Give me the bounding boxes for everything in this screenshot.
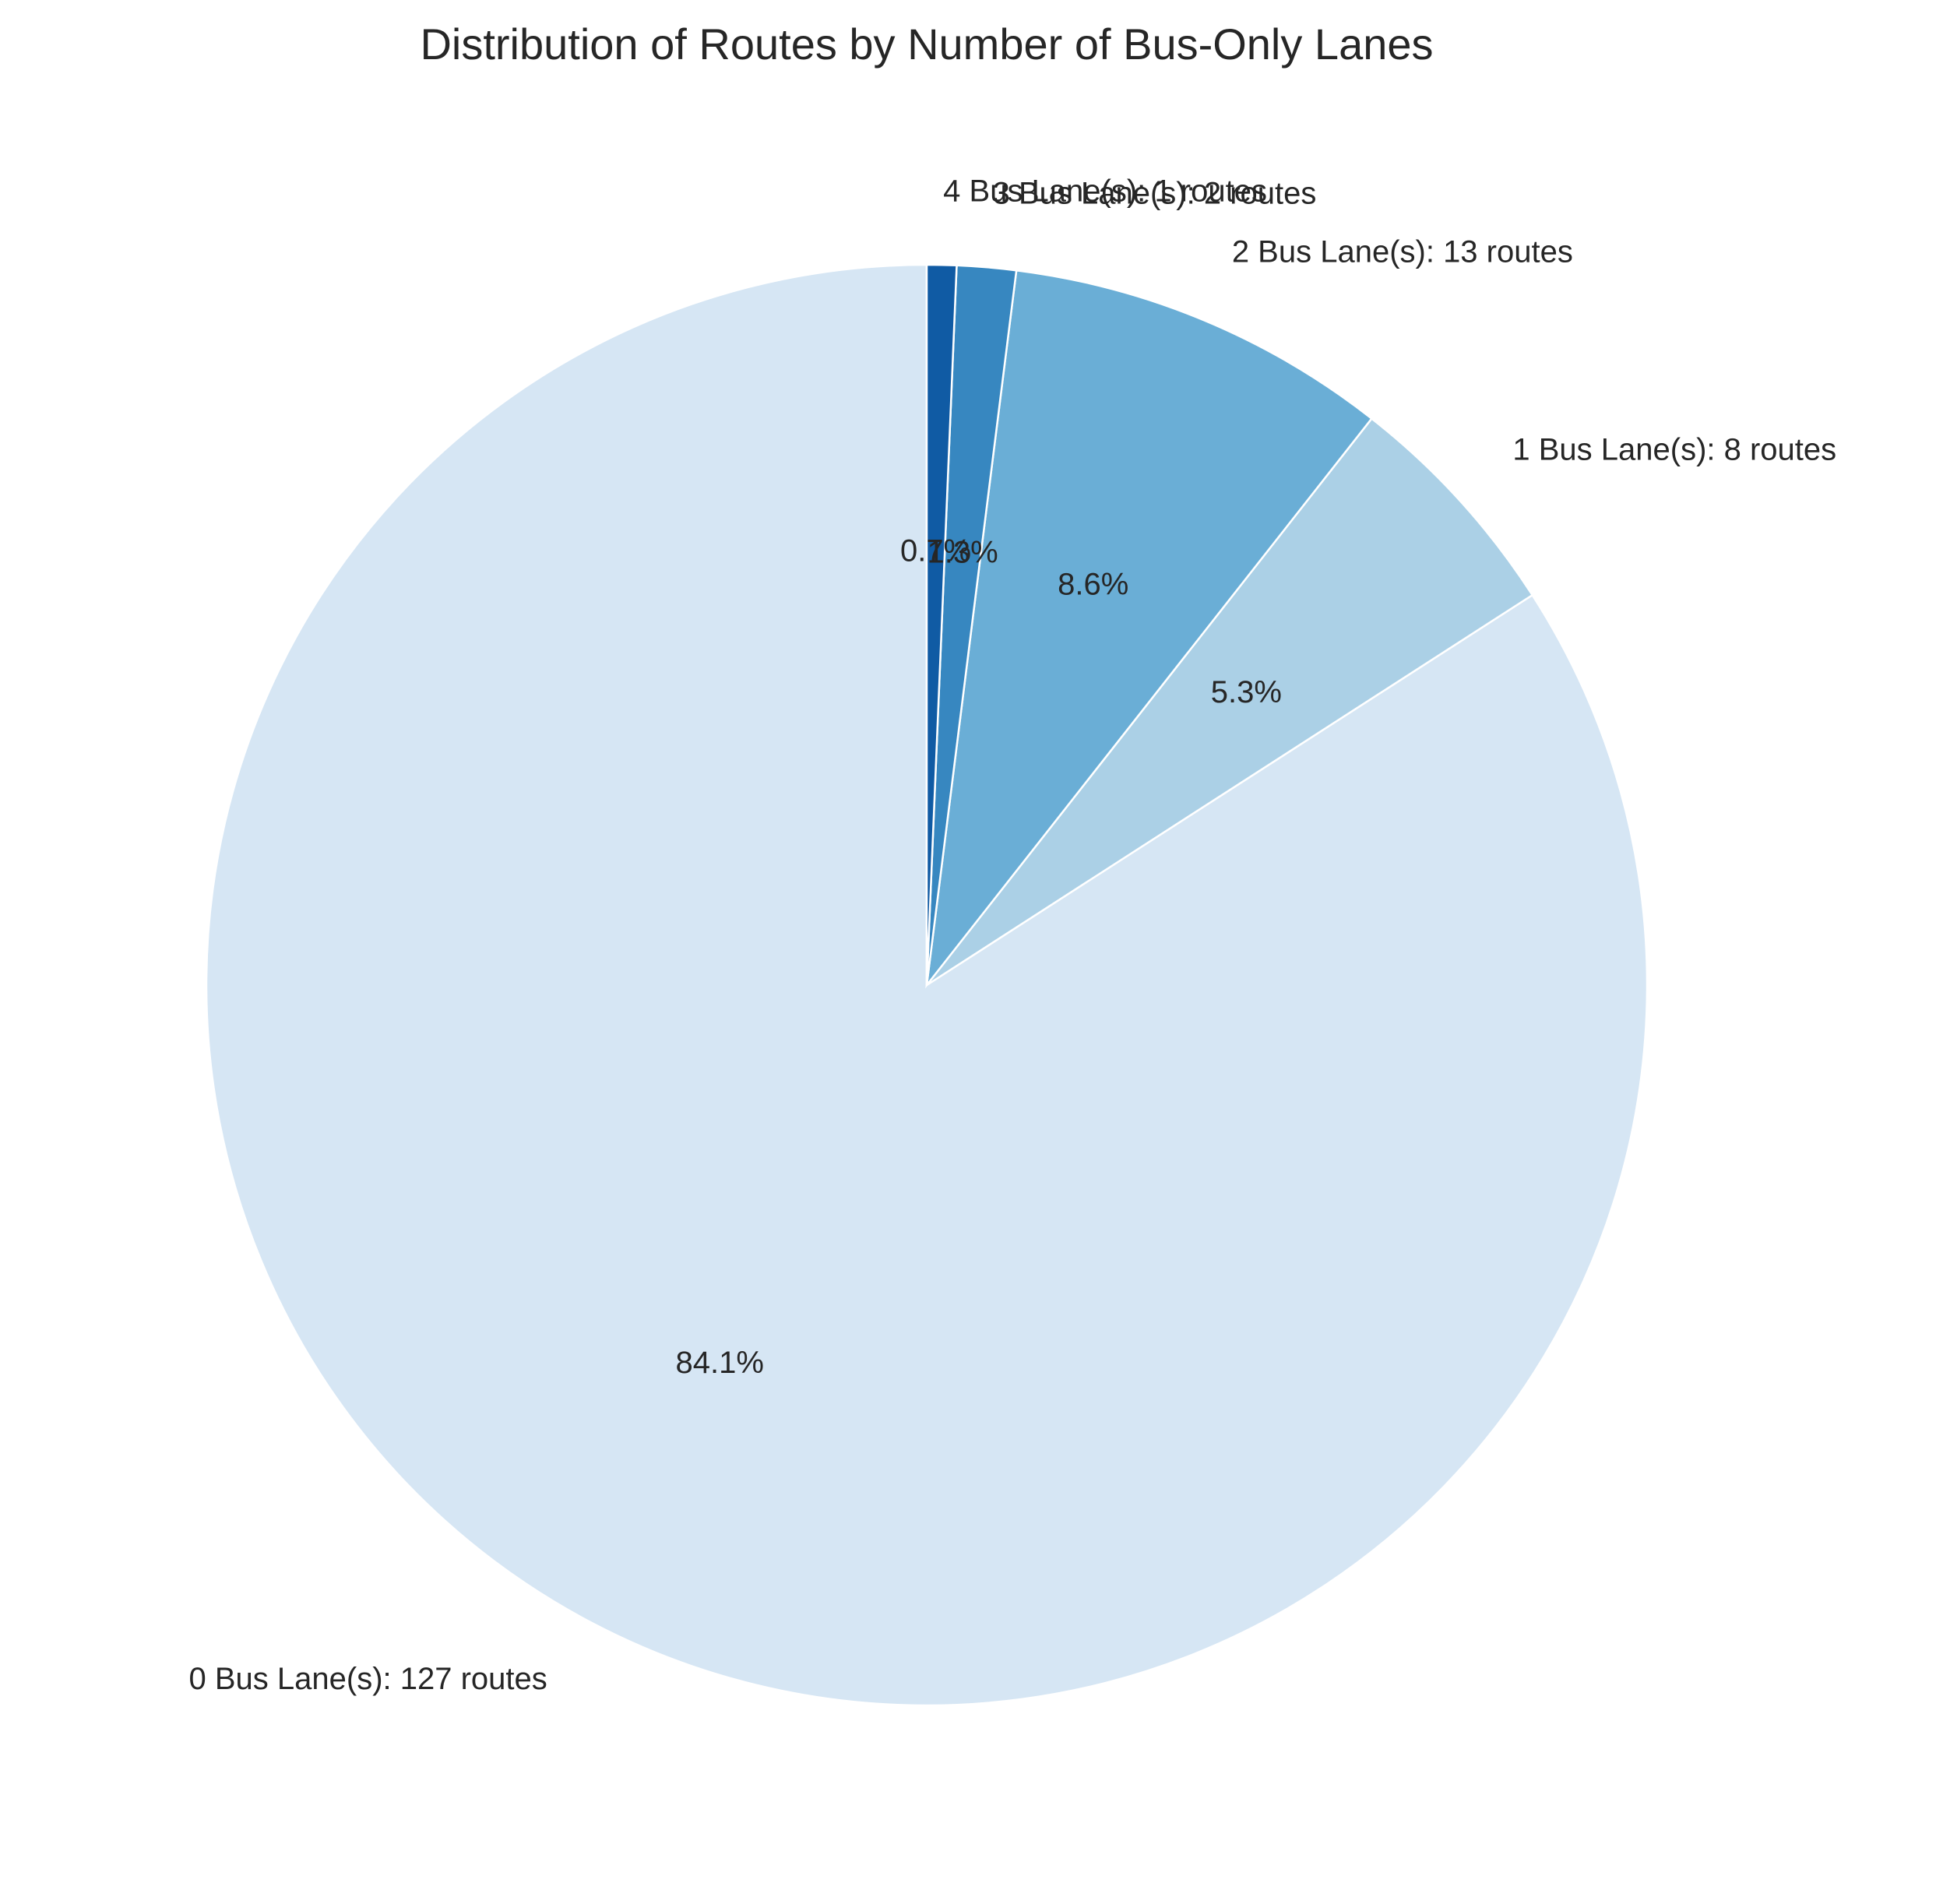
slice-percent-1: 5.3%	[1211, 675, 1282, 709]
slice-percent-2: 8.6%	[1058, 567, 1128, 601]
labels-layer: 0 Bus Lane(s): 127 routes 84.1% 1 Bus Lane…	[189, 174, 1837, 1696]
pie-slice-2	[925, 269, 1374, 989]
slice-label-1: 1 Bus Lane(s): 8 routes	[1512, 433, 1836, 467]
slice-label-3: 3 Bus Lane(s): 2 routes	[993, 177, 1317, 211]
chart-title: Distribution of Routes by Number of Bus-…	[420, 19, 1433, 69]
pie-slice-1	[926, 417, 1534, 987]
slice-percent-4: 0.7%	[900, 534, 971, 568]
slice-percent-0: 84.1%	[676, 1346, 764, 1380]
slice-percent-3: 1.3%	[928, 535, 998, 569]
slice-label-0: 0 Bus Lane(s): 127 routes	[189, 1662, 547, 1696]
slices-layer	[205, 263, 1649, 1707]
pie-slice-4	[925, 263, 958, 986]
slice-label-2: 2 Bus Lane(s): 13 routes	[1232, 235, 1573, 269]
slice-label-4: 4 Bus Lane(s): 1 routes	[943, 174, 1267, 208]
